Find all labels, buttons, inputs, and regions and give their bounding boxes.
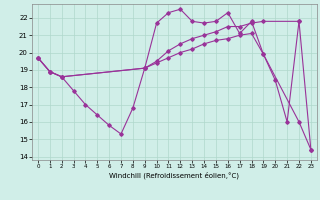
X-axis label: Windchill (Refroidissement éolien,°C): Windchill (Refroidissement éolien,°C)	[109, 172, 239, 179]
